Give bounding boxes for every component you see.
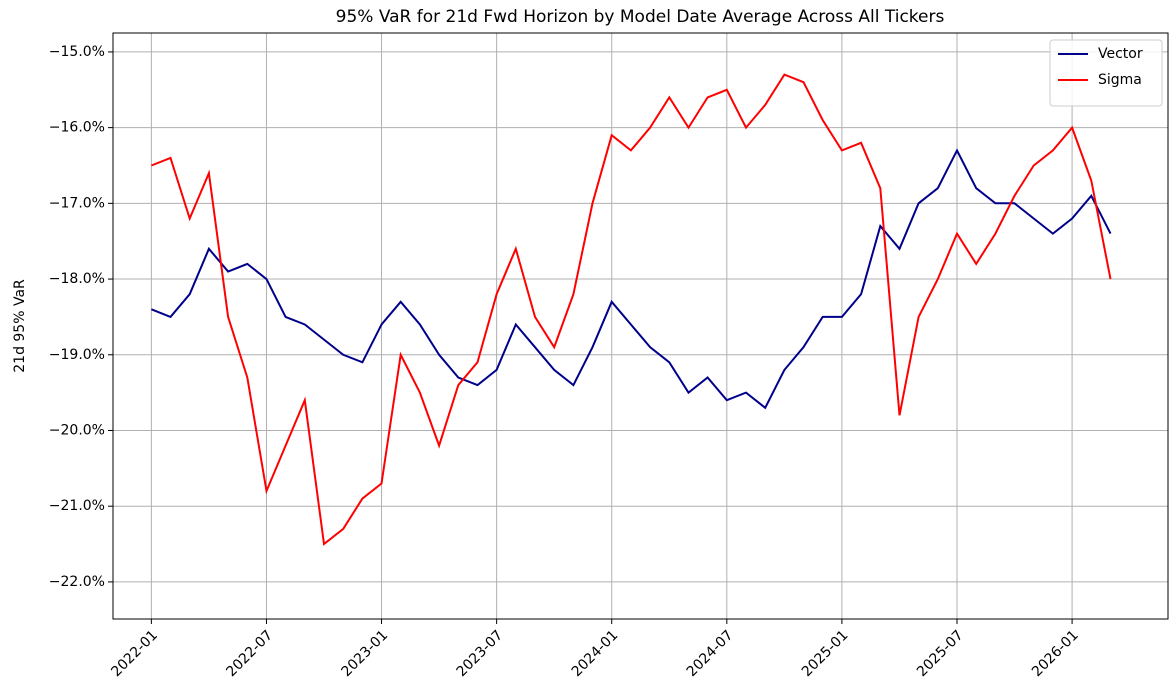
x-tick-label: 2024-07 <box>684 627 737 680</box>
plot-frame <box>112 32 1169 620</box>
x-tick-label: 2023-07 <box>454 627 507 680</box>
series-line <box>151 148 1112 410</box>
y-tick-label: −15.0% <box>49 44 105 60</box>
x-tick-label: 2025-07 <box>914 627 967 680</box>
x-tick-label: 2022-01 <box>108 627 161 680</box>
y-tick-label: −21.0% <box>49 498 105 514</box>
legend-box <box>1049 39 1163 107</box>
y-tick-label: −18.0% <box>49 271 105 287</box>
x-tick-label: 2023-01 <box>339 627 392 680</box>
x-tick-label: 2022-07 <box>223 627 276 680</box>
legend-label: Vector <box>1098 46 1143 62</box>
legend: Vector Sigma <box>1049 39 1163 107</box>
y-tick-label: −16.0% <box>49 120 105 136</box>
series-line <box>151 73 1112 546</box>
y-tick-label: −17.0% <box>49 195 105 211</box>
chart-title: 95% VaR for 21d Fwd Horizon by Model Dat… <box>336 7 945 27</box>
x-tick-label: 2026-01 <box>1029 627 1082 680</box>
y-axis-label: 21d 95% VaR <box>12 279 28 373</box>
legend-label: Sigma <box>1098 72 1142 88</box>
y-tick-label: −20.0% <box>49 422 105 438</box>
x-tick-label: 2024-01 <box>569 627 622 680</box>
y-tick-label: −19.0% <box>49 347 105 363</box>
y-tick-label: −22.0% <box>49 574 105 590</box>
x-tick-label: 2025-01 <box>799 627 852 680</box>
